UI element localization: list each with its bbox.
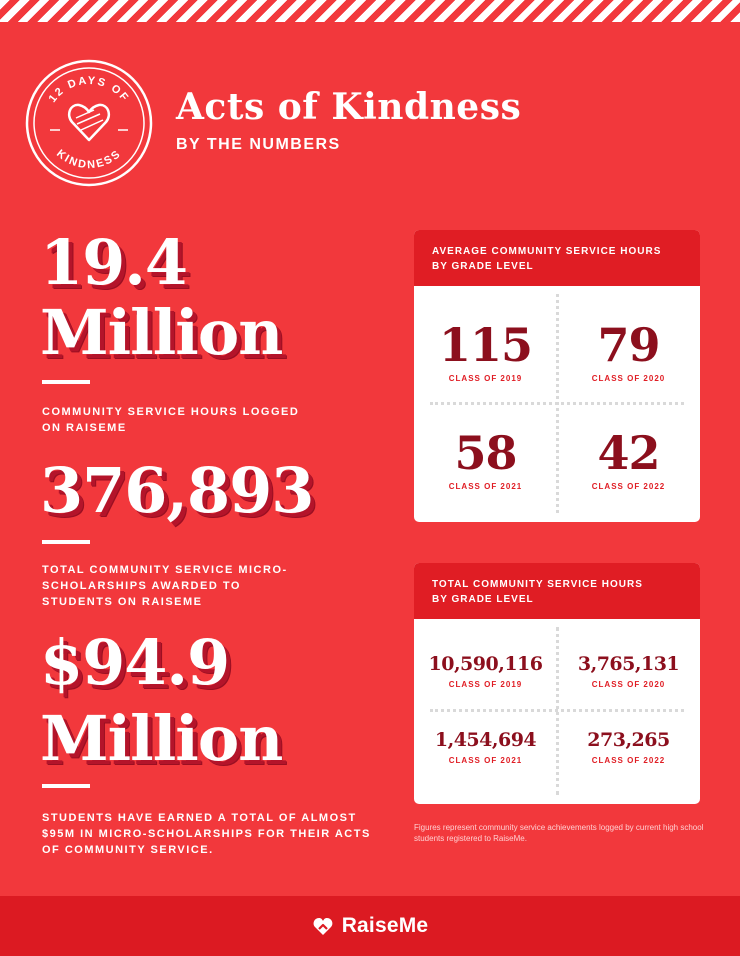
grid-divider-horizontal <box>430 402 684 405</box>
svg-text:KINDNESS: KINDNESS <box>54 148 124 172</box>
stat-hours-value-line2: Million <box>40 296 283 369</box>
badge-text-top: 12 DAYS OF <box>47 75 130 105</box>
avg-cell-2021: 58 CLASS OF 2021 <box>414 430 557 491</box>
total-label: CLASS OF 2021 <box>448 756 523 765</box>
page-title: Acts of Kindness <box>176 86 522 128</box>
average-hours-grid: 115 CLASS OF 2019 79 CLASS OF 2020 58 CL… <box>414 286 700 521</box>
divider-dash <box>42 540 90 544</box>
total-hours-card-title-line1: TOTAL COMMUNITY SERVICE HOURS <box>432 579 643 590</box>
stat-scholarships-value: 376,893 <box>40 454 314 527</box>
total-hours-card-title-line2: BY GRADE LEVEL <box>432 594 534 605</box>
total-value: 273,265 <box>587 729 670 751</box>
stat-earned-value-line1: $94.9 <box>40 626 230 699</box>
kindness-badge: 12 DAYS OF KINDNESS <box>25 59 153 187</box>
avg-label: CLASS OF 2020 <box>591 374 666 383</box>
header: Acts of Kindness BY THE NUMBERS <box>176 86 521 154</box>
divider-dash <box>42 380 90 384</box>
avg-value: 58 <box>454 426 517 480</box>
footnote: Figures represent community service achi… <box>414 823 704 843</box>
avg-value: 42 <box>597 426 660 480</box>
avg-label: CLASS OF 2021 <box>448 482 523 491</box>
average-hours-card-title-line2: BY GRADE LEVEL <box>432 261 534 272</box>
top-stripe-border <box>0 0 740 22</box>
total-cell-2020: 3,765,131 CLASS OF 2020 <box>557 653 700 690</box>
stat-hours-caption: COMMUNITY SERVICE HOURS LOGGED ON RAISEM… <box>42 406 300 434</box>
total-cell-2022: 273,265 CLASS OF 2022 <box>557 729 700 766</box>
stat-earned-value-line2: Million <box>40 702 283 775</box>
average-hours-card-title-line1: AVERAGE COMMUNITY SERVICE HOURS <box>432 246 662 257</box>
average-hours-card-header: AVERAGE COMMUNITY SERVICE HOURS BY GRADE… <box>414 230 700 286</box>
total-value: 10,590,116 <box>428 653 544 675</box>
total-hours-card: TOTAL COMMUNITY SERVICE HOURS BY GRADE L… <box>414 563 700 804</box>
grid-divider-horizontal <box>430 709 684 712</box>
avg-cell-2022: 42 CLASS OF 2022 <box>557 430 700 491</box>
total-hours-grid: 10,590,116 CLASS OF 2019 3,765,131 CLASS… <box>414 619 700 803</box>
total-value: 1,454,694 <box>434 729 537 751</box>
total-label: CLASS OF 2019 <box>448 680 523 689</box>
avg-cell-2020: 79 CLASS OF 2020 <box>557 322 700 383</box>
avg-value: 79 <box>597 318 660 372</box>
badge-text-bottom: KINDNESS <box>54 148 122 172</box>
total-label: CLASS OF 2020 <box>591 680 666 689</box>
raiseme-logo-text: RaiseMe <box>341 914 429 937</box>
avg-label: CLASS OF 2019 <box>448 374 523 383</box>
total-cell-2021: 1,454,694 CLASS OF 2021 <box>414 729 557 766</box>
page-subtitle: BY THE NUMBERS <box>176 136 341 153</box>
footer: RaiseMe <box>0 896 740 956</box>
avg-label: CLASS OF 2022 <box>591 482 666 491</box>
raiseme-logo-icon <box>313 918 333 935</box>
avg-cell-2019: 115 CLASS OF 2019 <box>414 322 557 383</box>
stat-hours-value-line1: 19.4 <box>40 226 188 299</box>
svg-text:12 DAYS OF: 12 DAYS OF <box>47 75 132 105</box>
average-hours-card: AVERAGE COMMUNITY SERVICE HOURS BY GRADE… <box>414 230 700 522</box>
avg-value: 115 <box>438 318 533 372</box>
heart-icon <box>67 103 111 142</box>
total-value: 3,765,131 <box>577 653 680 675</box>
stat-scholarships-caption: TOTAL COMMUNITY SERVICE MICRO-SCHOLARSHI… <box>42 564 288 608</box>
total-label: CLASS OF 2022 <box>591 756 666 765</box>
stat-earned-caption: STUDENTS HAVE EARNED A TOTAL OF ALMOST $… <box>42 812 371 856</box>
divider-dash <box>42 784 90 788</box>
total-cell-2019: 10,590,116 CLASS OF 2019 <box>414 653 557 690</box>
total-hours-card-header: TOTAL COMMUNITY SERVICE HOURS BY GRADE L… <box>414 563 700 619</box>
